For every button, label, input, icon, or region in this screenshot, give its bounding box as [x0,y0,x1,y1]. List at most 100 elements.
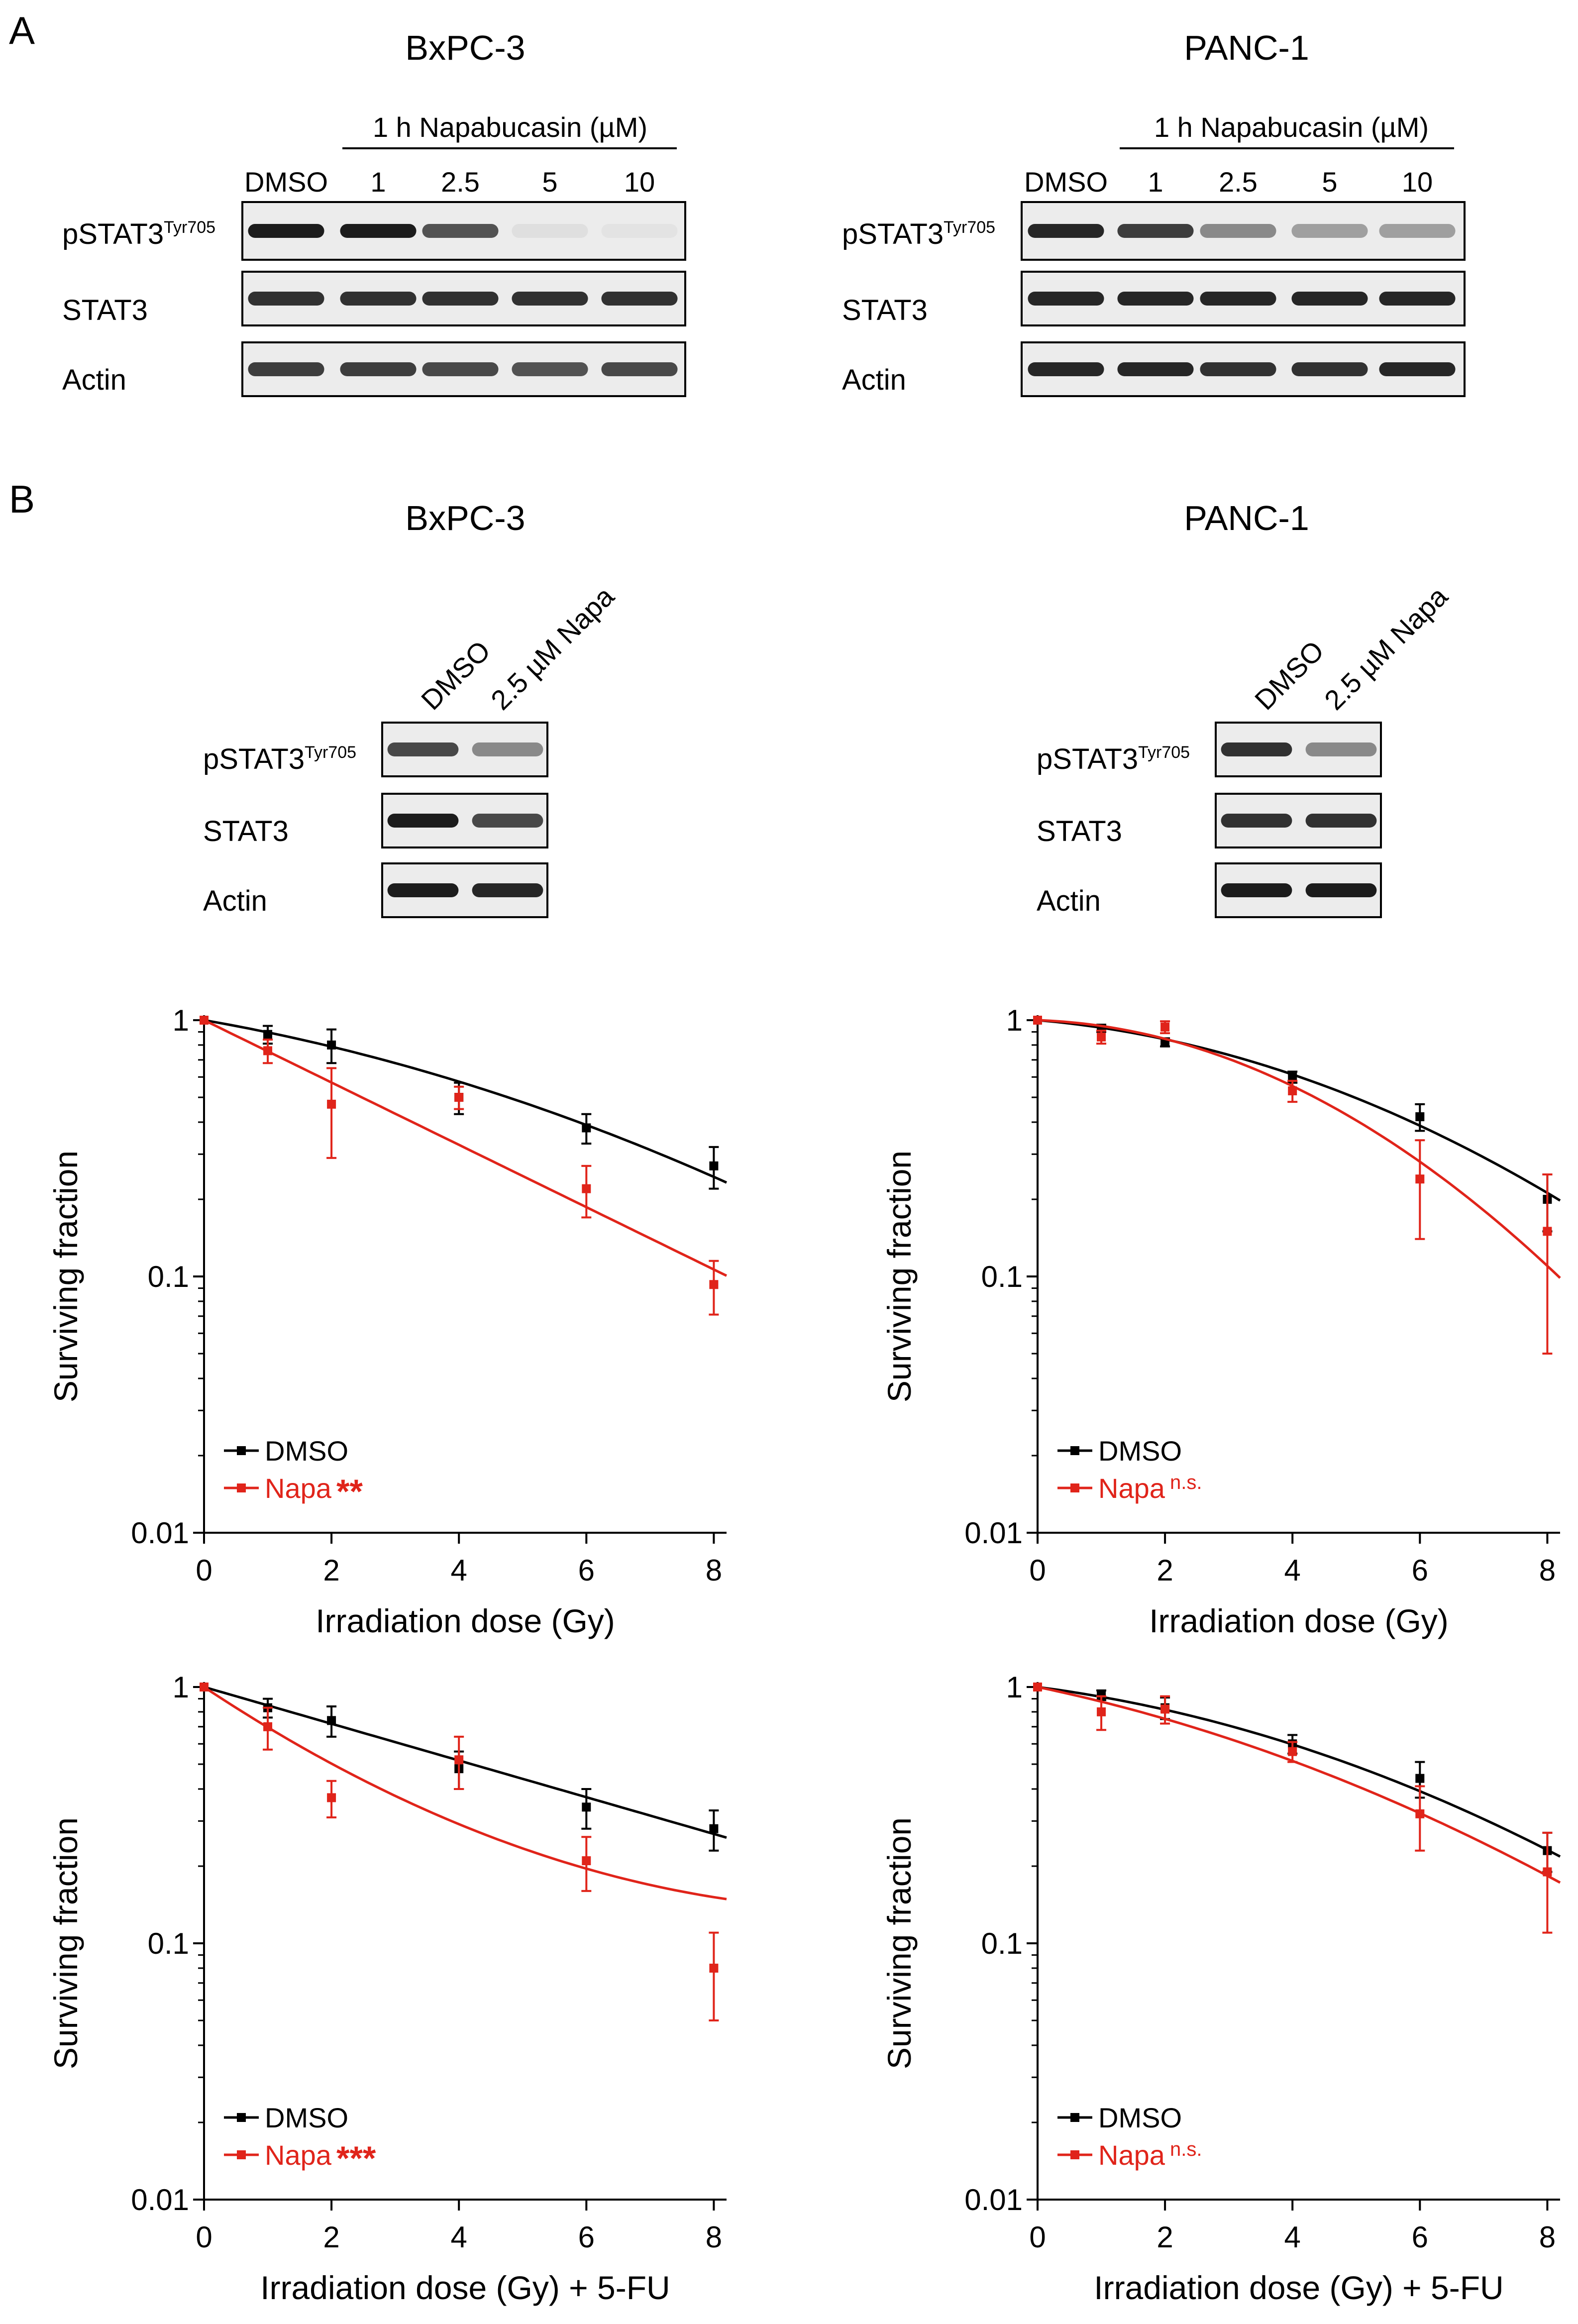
blot-strip [1215,722,1382,777]
panel-label-b: B [9,477,35,521]
data-point [327,1040,336,1050]
dmso-fit-curve [1037,1686,1561,1858]
panel-a-panc1-blot: PANC-1 1 h Napabucasin (µM) DMSO 1 2.5 5… [842,28,1466,397]
blot-strip [241,201,686,261]
dmso-fit-curve [1037,1019,1561,1202]
blot-strip [1021,341,1466,397]
blot-band [601,292,678,306]
x-tick-label: 6 [578,1554,595,1587]
napa-fit-curve [203,1686,727,1901]
panel-b-bxpc3-blot: BxPC-3 DMSO 2.5 µM Napa pSTAT3Tyr705 STA… [203,499,621,918]
blot-band [422,362,499,376]
napa-fit-curve [1037,1686,1561,1884]
x-axis-title: Irradiation dose (Gy) + 5-FU [260,2269,670,2306]
blot-band [1305,742,1377,756]
lane-label: 2.5 [1219,166,1258,198]
blot-row-label: pSTAT3Tyr705 [62,218,215,250]
x-tick-label: 0 [1029,2220,1046,2254]
data-point [709,1824,719,1833]
blot-strip [1021,271,1466,326]
legend-label: DMSO [265,2102,348,2133]
blot-band [1305,814,1377,828]
cell-line-title: BxPC-3 [405,28,525,67]
y-tick-label: 0.01 [964,2183,1023,2217]
blot-band [387,742,459,756]
legend-marker [237,1483,246,1492]
blot-strip [381,722,548,777]
blot-band [422,224,499,238]
data-point [327,1716,336,1725]
data-point [263,1046,273,1056]
legend-label: DMSO [265,1435,348,1467]
blot-strip [1215,793,1382,848]
significance-label: ** [336,1473,363,1510]
panel-b-panc1-blot: PANC-1 DMSO 2.5 µM Napa pSTAT3Tyr705 STA… [1037,499,1454,918]
data-point [1288,1086,1297,1095]
blot-band [340,224,417,238]
y-tick-label: 0.1 [981,1927,1023,1960]
legend-label: Napa [1098,1473,1165,1504]
lane-label: 2.5 µM Napa [485,580,621,716]
x-tick-label: 8 [706,2220,722,2254]
data-point [582,1856,591,1866]
blot-band [1117,292,1194,306]
data-point [709,1280,719,1289]
blot-band [472,742,543,756]
cell-line-title: PANC-1 [1184,28,1309,67]
x-axis-title: Irradiation dose (Gy) [1149,1602,1449,1639]
blot-band [472,814,543,828]
blot-band [601,224,678,238]
x-tick-label: 4 [451,1554,467,1587]
legend-marker [1070,1446,1079,1455]
data-point [263,1030,273,1039]
legend-label: DMSO [1098,2102,1182,2133]
data-point [1160,1022,1170,1032]
blot-row-label: pSTAT3Tyr705 [1037,743,1190,775]
blot-row-label: Actin [842,364,906,396]
blot-band [1221,883,1292,897]
y-axis-title: Surviving fraction [881,1817,918,2069]
data-point [1288,1072,1297,1082]
blot-band [1117,224,1194,238]
survival-chart-bxpc3-irradiation-5fu: 0 2 4 6 8 0.01 0.1 1 Irradiation dose (Gy) + 5-F… [47,1671,727,2306]
blot-row-label: STAT3 [203,815,289,847]
panel-a-bxpc3-blot: BxPC-3 1 h Napabucasin (µM) DMSO 1 2.5 5… [62,28,686,397]
x-tick-label: 4 [1284,2220,1301,2254]
treatment-header: 1 h Napabucasin (µM) [373,111,647,143]
blot-band [472,883,543,897]
blot-band [512,292,588,306]
x-tick-label: 8 [706,1554,722,1587]
data-point [1288,1747,1297,1756]
blot-band [1028,362,1104,376]
legend-marker [237,2150,246,2159]
lane-label: DMSO [1024,166,1108,198]
dmso-fit-curve [204,1686,727,1839]
data-point [1160,1704,1170,1714]
blot-band [1117,362,1194,376]
blot-strip [241,271,686,326]
lane-label: 10 [624,166,655,198]
lane-label: 2.5 [441,166,480,198]
blot-strip [1021,201,1466,261]
lane-label: 1 [1148,166,1163,198]
data-point [1543,1867,1552,1877]
cell-line-title: PANC-1 [1184,499,1309,537]
cell-line-title: BxPC-3 [405,499,525,537]
y-tick-label: 0.01 [131,1516,189,1550]
legend-label: Napa [265,1473,332,1504]
blot-band [1305,883,1377,897]
data-point [1415,1809,1425,1818]
x-axis-title: Irradiation dose (Gy) [316,1602,615,1639]
blot-band [1379,362,1456,376]
y-tick-label: 1 [173,1004,189,1037]
y-tick-label: 0.01 [964,1516,1023,1550]
panel-label-a: A [9,8,35,52]
dmso-fit-curve [204,1019,728,1184]
y-tick-label: 0.1 [148,1927,189,1960]
lane-label: 1 [370,166,386,198]
blot-band [1379,224,1456,238]
blot-band [340,362,417,376]
lane-label: DMSO [1249,634,1330,716]
lane-label: 10 [1402,166,1433,198]
